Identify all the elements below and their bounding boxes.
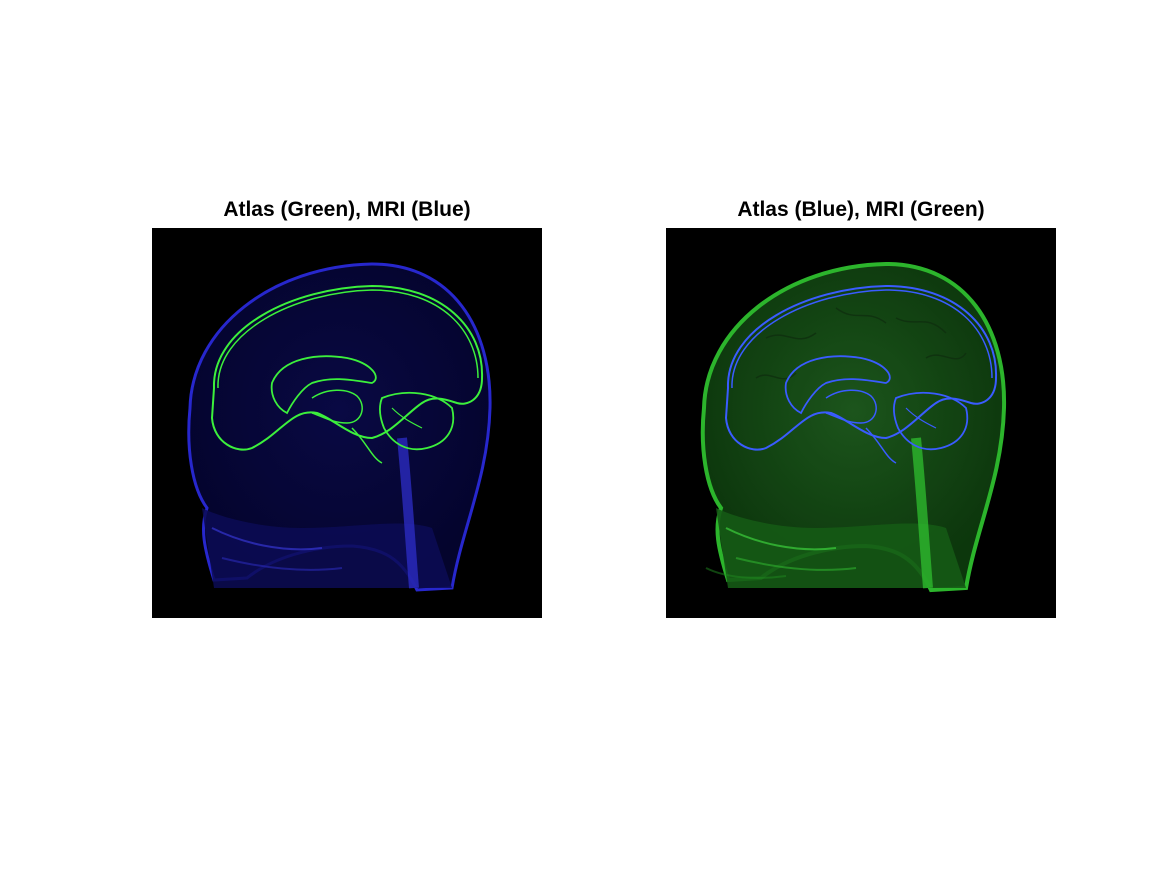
left-overlay-graphic (187, 262, 492, 592)
face-region (202, 508, 452, 588)
atlas-cerebellum-outline (378, 391, 455, 451)
atlas-brain-outline (724, 284, 998, 451)
left-mri-image (152, 228, 542, 618)
right-overlay-graphic (700, 261, 1007, 593)
left-panel-title: Atlas (Green), MRI (Blue) (223, 198, 471, 221)
head-silhouette (700, 261, 1007, 593)
brainstem (911, 437, 933, 589)
right-mri-image (666, 228, 1056, 618)
head-silhouette (187, 262, 492, 592)
face-region (716, 508, 966, 588)
atlas-inner-outline (270, 355, 377, 415)
right-panel-title: Atlas (Blue), MRI (Green) (737, 198, 985, 221)
atlas-inner-outline (784, 355, 891, 415)
atlas-cerebellum-outline (892, 391, 969, 451)
atlas-brain-outline (210, 284, 484, 451)
brainstem (397, 437, 419, 589)
